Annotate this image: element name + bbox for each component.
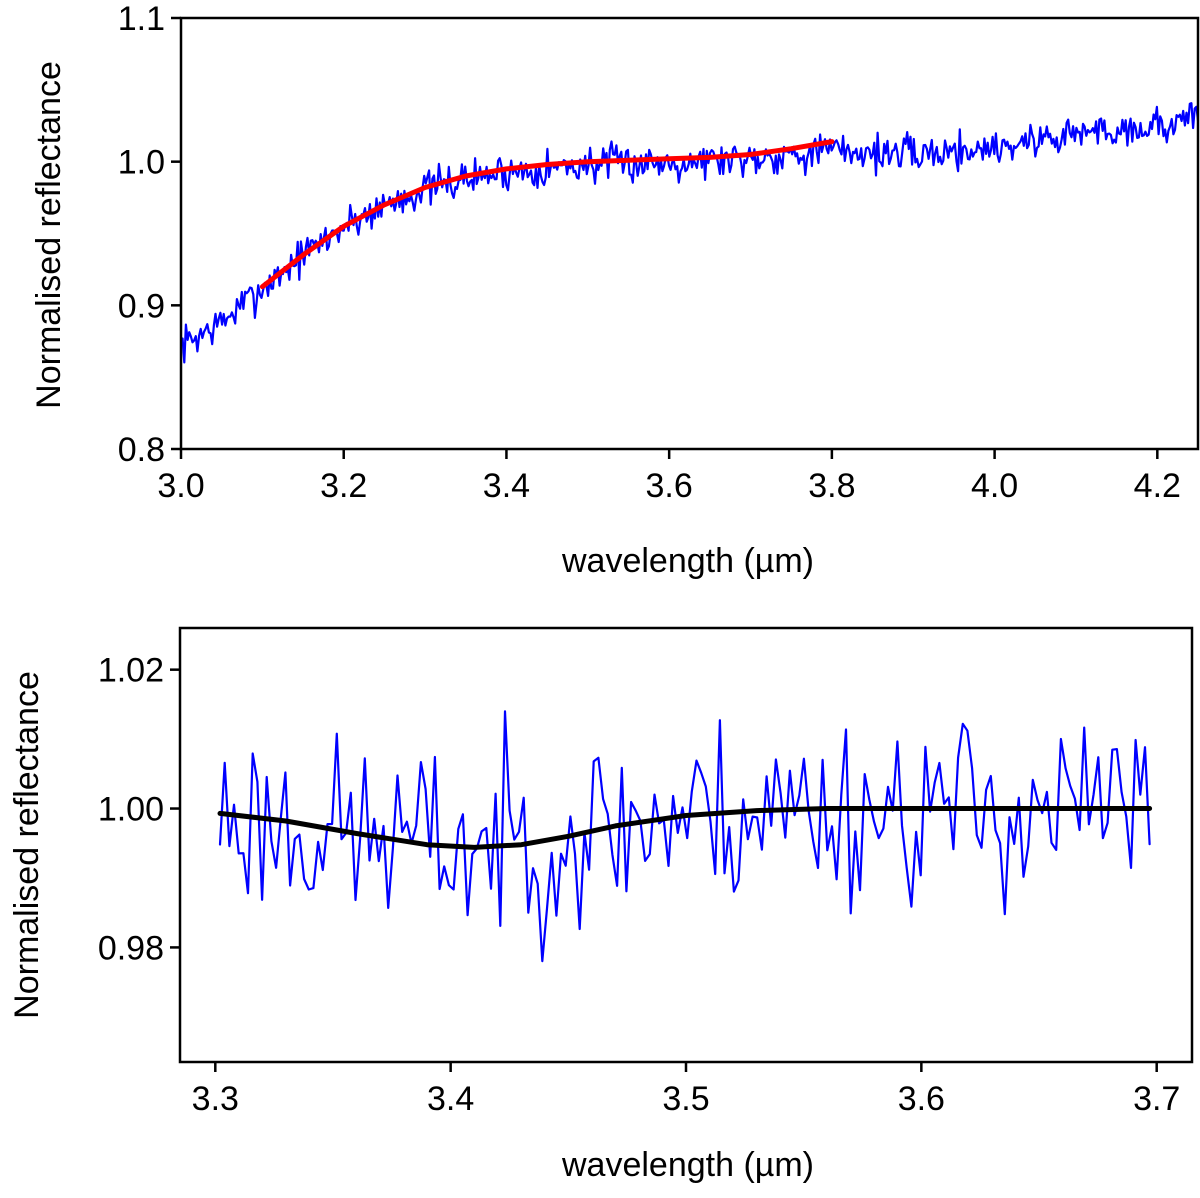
bottom-x-tick-label: 3.3	[192, 1080, 239, 1118]
bottom-y-axis-title: Normalised reflectance	[8, 671, 46, 1019]
top-x-tick-label: 3.6	[646, 467, 693, 505]
bottom-y-tick-label: 0.98	[98, 929, 164, 967]
bottom-series-band-model	[217, 806, 1153, 850]
top-x-tick-label: 3.2	[320, 467, 367, 505]
top-x-axis-title: wavelength (µm)	[561, 542, 814, 580]
top-y-tick-label: 1.1	[118, 0, 165, 38]
top-series-continuum-fit	[259, 139, 835, 290]
top-y-tick-label: 0.8	[118, 431, 165, 469]
bottom-y-tick-label: 1.00	[98, 791, 164, 829]
top-x-tick-label: 4.2	[1134, 467, 1181, 505]
top-x-tick-label: 3.8	[808, 467, 855, 505]
bottom-x-tick-label: 3.5	[662, 1080, 709, 1118]
bottom-x-tick-label: 3.4	[427, 1080, 474, 1118]
bottom-y-tick-label: 1.02	[98, 652, 164, 690]
bottom-x-axis-title: wavelength (µm)	[561, 1146, 814, 1184]
top-x-tick-label: 3.0	[157, 467, 204, 505]
bottom-plot-frame	[178, 626, 1194, 1064]
top-y-tick-label: 1.0	[118, 144, 165, 182]
bottom-x-tick-label: 3.6	[898, 1080, 945, 1118]
top-x-tick-label: 3.4	[483, 467, 530, 505]
bottom-x-tick-label: 3.7	[1133, 1080, 1180, 1118]
top-y-axis-title: Normalised reflectance	[30, 61, 68, 409]
top-x-tick-label: 4.0	[971, 467, 1018, 505]
bottom-panel: Normalised reflectance wavelength (µm) 3…	[8, 626, 1194, 1184]
top-plot-frame	[179, 16, 1200, 451]
top-panel: Normalised reflectance wavelength (µm) 3…	[30, 0, 1200, 580]
top-y-tick-label: 0.9	[118, 287, 165, 325]
bottom-series-continuum-removed-spectrum	[218, 710, 1151, 963]
